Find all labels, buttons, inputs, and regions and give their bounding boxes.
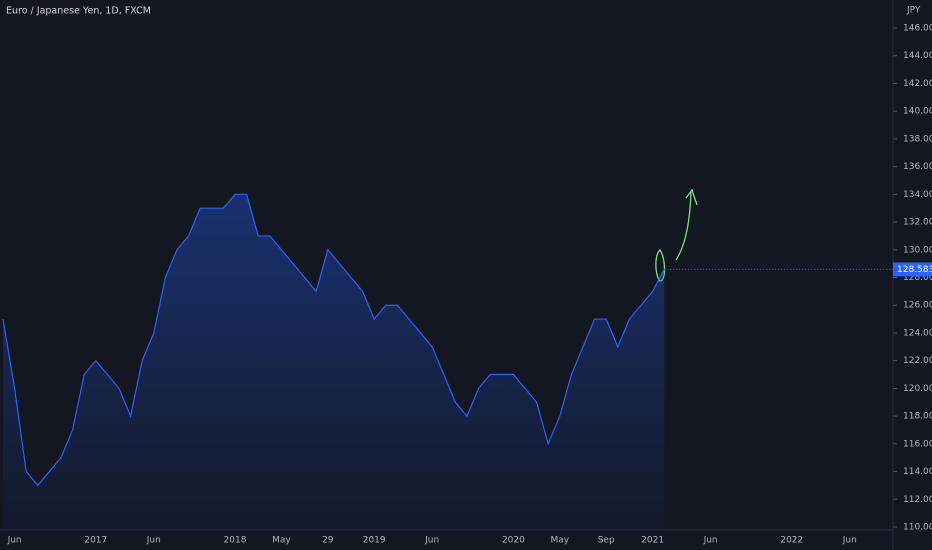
y-tick-label: 110.000 [903,523,932,533]
x-tick-label: May [272,536,291,546]
y-tick-label: 144.000 [903,51,932,61]
x-tick-label: Jun [842,536,857,546]
y-tick-label: 132.000 [903,218,932,228]
x-tick-label: Jun [7,536,22,546]
last-price-box [893,262,932,277]
price-line [2,193,665,487]
chart-title: Euro / Japanese Yen, 1D, FXCM [6,6,151,17]
area-fill [3,194,665,531]
y-tick-label: 138.000 [903,134,932,144]
y-tick-label: 124.000 [903,328,932,338]
y-tick-label: 126.000 [903,301,932,311]
x-tick-label: Jun [703,536,718,546]
y-tick-label: 140.000 [903,107,932,117]
y-tick-label: 128.000 [903,273,932,283]
y-tick-label: 130.000 [903,245,932,255]
x-tick-label: 2019 [363,536,386,546]
y-tick-label: 122.000 [903,356,932,366]
x-tick-label: 2017 [84,536,107,546]
x-tick-label: Jun [424,536,439,546]
y-tick-label: 118.000 [903,412,932,422]
x-tick-label: 2020 [502,536,525,546]
y-tick-label: 112.000 [903,495,932,505]
last-price-label: 128.583 [897,265,932,275]
y-tick-label: 116.000 [903,439,932,449]
x-tick-label: 2021 [641,536,664,546]
y-tick-label: 136.000 [903,162,932,172]
x-tick-label: 2018 [224,536,247,546]
y-tick-label: 120.000 [903,384,932,394]
x-tick-label: Jun [146,536,161,546]
y-tick-label: 142.000 [903,79,932,89]
x-tick-label: Sep [598,536,615,546]
x-tick-label: May [550,536,569,546]
x-tick-label: 2022 [780,536,803,546]
y-tick-label: 134.000 [903,190,932,200]
x-tick-label: 29 [322,536,334,546]
y-tick-label: 146.000 [903,24,932,34]
unit-label: JPY [906,6,921,16]
y-tick-label: 114.000 [903,467,932,477]
